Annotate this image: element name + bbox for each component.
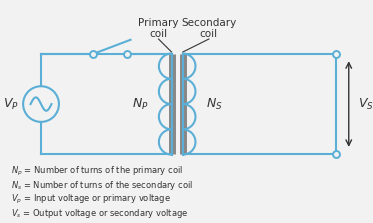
Text: Secondary: Secondary (181, 18, 236, 28)
Text: $N_S$: $N_S$ (206, 97, 223, 112)
Text: $N_s$ = Number of turns of the secondary coil: $N_s$ = Number of turns of the secondary… (11, 179, 193, 192)
Text: Primary: Primary (138, 18, 179, 28)
Text: $V_P$: $V_P$ (3, 97, 19, 112)
Text: $V_p$ = Input voltage or primary voltage: $V_p$ = Input voltage or primary voltage (11, 193, 171, 206)
Text: coil: coil (200, 29, 218, 39)
Text: $V_S$: $V_S$ (358, 97, 373, 112)
Text: $V_s$ = Output voltage or secondary voltage: $V_s$ = Output voltage or secondary volt… (11, 207, 188, 220)
Text: $N_p$ = Number of turns of the primary coil: $N_p$ = Number of turns of the primary c… (11, 165, 184, 178)
Text: $N_P$: $N_P$ (132, 97, 148, 112)
Text: coil: coil (150, 29, 167, 39)
